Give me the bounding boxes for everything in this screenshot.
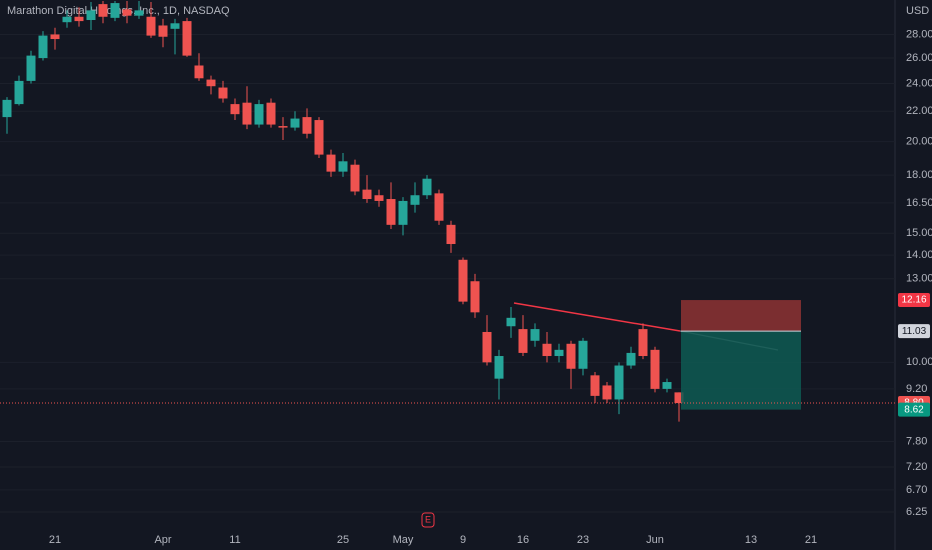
candle-body bbox=[650, 349, 660, 389]
candle-body bbox=[446, 224, 456, 245]
candle-body bbox=[542, 343, 552, 357]
earnings-icon bbox=[421, 512, 435, 528]
candle-body bbox=[14, 80, 24, 105]
candle-body bbox=[194, 65, 204, 79]
candle-body bbox=[266, 102, 276, 125]
stop-tag-label: 12.16 bbox=[901, 295, 926, 306]
candle-body bbox=[38, 35, 48, 59]
candle-body bbox=[422, 178, 432, 196]
candle-body bbox=[506, 317, 516, 327]
x-tick-label: 13 bbox=[745, 534, 757, 546]
candle-body bbox=[26, 55, 36, 81]
candle-body bbox=[458, 259, 468, 302]
y-tick-label: 7.20 bbox=[906, 461, 927, 473]
y-tick-label: 22.00 bbox=[906, 105, 932, 117]
candle-body bbox=[278, 126, 288, 128]
candle-body bbox=[2, 99, 12, 118]
y-tick-label: 16.50 bbox=[906, 197, 932, 209]
y-tick-label: 20.00 bbox=[906, 136, 932, 148]
x-tick-label: Jun bbox=[646, 534, 664, 546]
x-tick-label: Apr bbox=[154, 534, 171, 546]
candle-body bbox=[110, 3, 120, 18]
candle-body bbox=[146, 16, 156, 36]
x-tick-label: 21 bbox=[805, 534, 817, 546]
target-tag-label: 8.62 bbox=[904, 404, 924, 415]
candle-body bbox=[638, 329, 648, 357]
x-tick-label: 21 bbox=[49, 534, 61, 546]
stop-tag bbox=[898, 293, 930, 308]
candle-body bbox=[410, 195, 420, 205]
y-tick-label: 10.00 bbox=[906, 356, 932, 368]
candle-body bbox=[434, 193, 444, 221]
candle-body bbox=[98, 4, 108, 17]
candle-body bbox=[182, 21, 192, 56]
y-tick-label: 14.00 bbox=[906, 249, 932, 261]
candle-body bbox=[62, 16, 72, 23]
y-tick-label: 18.00 bbox=[906, 169, 932, 181]
candle-body bbox=[134, 10, 144, 16]
candle-body bbox=[398, 200, 408, 225]
candle-body bbox=[50, 34, 60, 40]
earnings-marker: E bbox=[425, 514, 431, 524]
candle-body bbox=[482, 331, 492, 363]
candle-body bbox=[158, 25, 168, 37]
candle-body bbox=[254, 104, 264, 125]
candle-body bbox=[122, 9, 132, 16]
candle-body bbox=[470, 281, 480, 313]
y-tick-label: 15.00 bbox=[906, 227, 932, 239]
x-tick-label: 16 bbox=[517, 534, 529, 546]
candle-body bbox=[566, 343, 576, 369]
candle-body bbox=[170, 23, 180, 29]
y-tick-label: 6.70 bbox=[906, 484, 927, 496]
y-tick-label: 7.80 bbox=[906, 435, 927, 447]
y-tick-label: 26.00 bbox=[906, 52, 932, 64]
candle-body bbox=[362, 189, 372, 200]
candle-body bbox=[386, 199, 396, 225]
candle-body bbox=[590, 375, 600, 396]
candle-body bbox=[374, 195, 384, 201]
candle-body bbox=[218, 87, 228, 99]
candle-body bbox=[338, 161, 348, 172]
x-tick-label: 23 bbox=[577, 534, 589, 546]
candle-body bbox=[230, 104, 240, 115]
candle-body bbox=[314, 120, 324, 155]
candle-body bbox=[578, 340, 588, 369]
entry-tag bbox=[898, 324, 930, 339]
x-tick-label: 9 bbox=[460, 534, 466, 546]
candle-body bbox=[518, 329, 528, 353]
candle-body bbox=[602, 385, 612, 400]
candle-body bbox=[290, 118, 300, 128]
candle-body bbox=[554, 349, 564, 357]
y-axis-label: USD bbox=[906, 5, 929, 17]
candle-body bbox=[86, 10, 96, 21]
x-tick-label: 25 bbox=[337, 534, 349, 546]
candle-body bbox=[350, 164, 360, 192]
x-tick-label: 11 bbox=[229, 534, 240, 546]
target-zone bbox=[681, 331, 801, 410]
x-tick-label: May bbox=[393, 534, 414, 546]
candle-body bbox=[206, 79, 216, 87]
candle-body bbox=[302, 117, 312, 134]
trend-line bbox=[513, 302, 681, 332]
target-tag bbox=[898, 402, 930, 417]
candle-body bbox=[626, 352, 636, 366]
y-tick-label: 6.25 bbox=[906, 506, 927, 518]
candle-body bbox=[530, 329, 540, 341]
y-tick-label: 9.20 bbox=[906, 383, 927, 395]
candle-body bbox=[674, 392, 684, 404]
y-tick-label: 13.00 bbox=[906, 273, 932, 285]
y-tick-label: 24.00 bbox=[906, 77, 932, 89]
candle-body bbox=[74, 16, 84, 22]
candle-body bbox=[662, 382, 672, 389]
candle-body bbox=[614, 365, 624, 400]
entry-tag-label: 11.03 bbox=[902, 326, 927, 337]
candle-body bbox=[494, 356, 504, 379]
y-tick-label: 28.00 bbox=[906, 28, 932, 40]
candle-body bbox=[326, 154, 336, 172]
stop-zone bbox=[681, 300, 801, 332]
candle-body bbox=[242, 102, 252, 125]
